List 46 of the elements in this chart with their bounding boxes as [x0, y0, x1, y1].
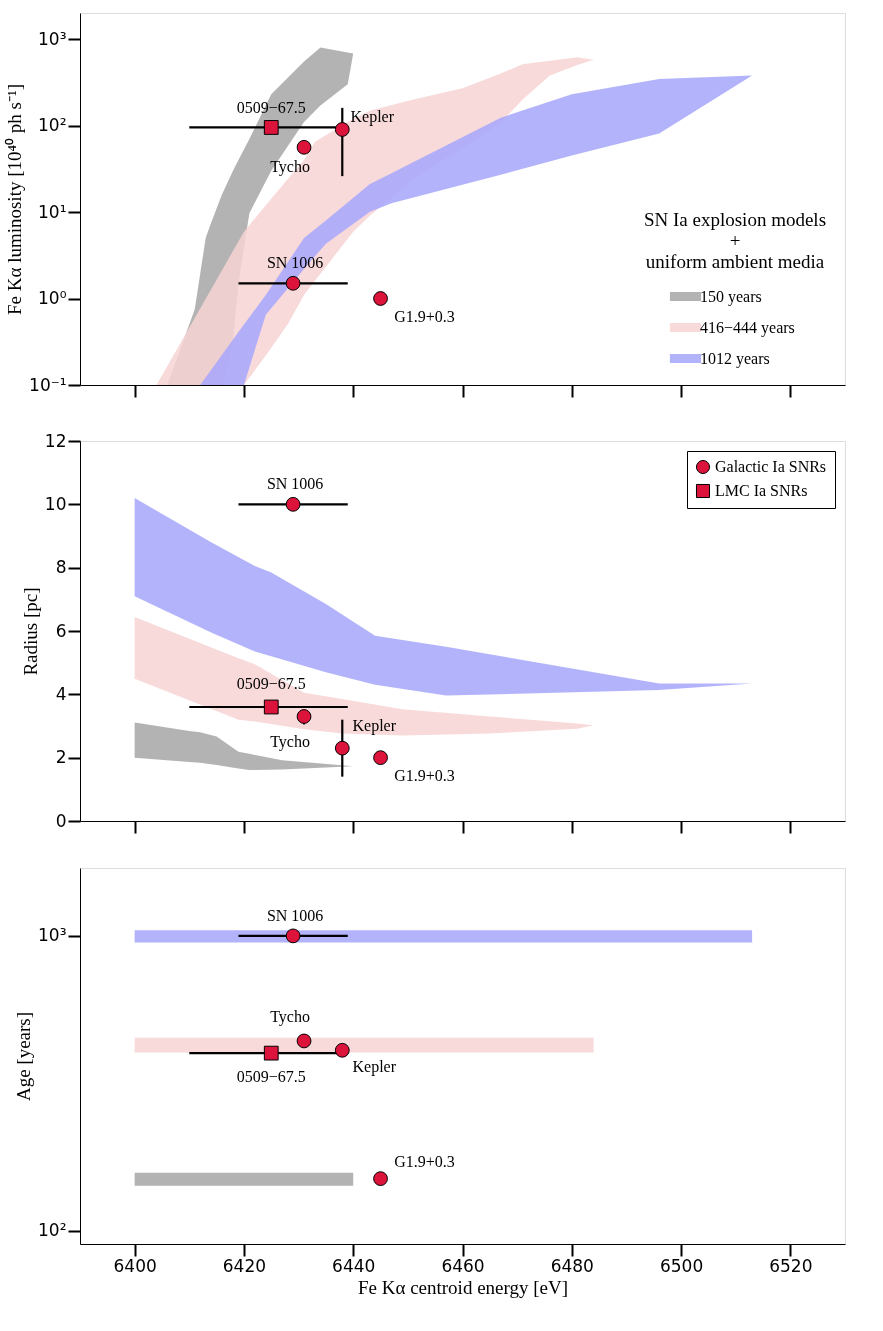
- annotation: G1.9+0.3: [394, 1152, 455, 1170]
- y-tick-label: 10³: [38, 28, 67, 49]
- y-tick-label: 10³: [38, 925, 67, 946]
- y-axis-title: Age [years]: [13, 1011, 35, 1102]
- x-axis-title: Fe Kα centroid energy [eV]: [357, 1276, 569, 1298]
- legend-label: 150 years: [700, 287, 762, 306]
- y-axis-title: Fe Kα luminosity [10⁴⁰ ph s⁻¹]: [4, 83, 26, 316]
- annotation: SN 1006: [266, 254, 324, 272]
- y-axis-title: Radius [pc]: [19, 587, 41, 676]
- x-tick-label: 6440: [332, 1255, 376, 1276]
- x-tick-label: 6400: [113, 1255, 157, 1276]
- y-tick-label: 10²: [38, 115, 67, 136]
- annotation: Tycho: [270, 158, 310, 177]
- annotation: G1.9+0.3: [394, 766, 455, 784]
- legend-label: Galactic Ia SNRs: [715, 458, 827, 475]
- y-tick-label: 10: [44, 493, 67, 514]
- x-tick-label: 6420: [222, 1255, 267, 1276]
- annotation: SN 1006: [266, 475, 324, 493]
- y-tick-label: 6: [55, 620, 67, 641]
- y-tick-label: 2: [55, 747, 67, 768]
- annotation: Kepler: [352, 717, 397, 736]
- x-tick-label: 6460: [441, 1255, 485, 1276]
- annotation: Tycho: [270, 732, 310, 751]
- annotation: Tycho: [270, 1007, 310, 1026]
- y-tick-label: 10⁻¹: [29, 374, 67, 395]
- annotation: 0509−67.5: [236, 1068, 306, 1086]
- y-tick-label: 0: [55, 810, 67, 831]
- x-tick-label: 6520: [769, 1255, 813, 1276]
- y-tick-label: 4: [55, 683, 67, 704]
- x-tick-label: 6480: [550, 1255, 594, 1276]
- annotation: 0509−67.5: [236, 99, 306, 117]
- y-tick-label: 8: [55, 557, 67, 578]
- y-tick-label: 10¹: [38, 201, 67, 222]
- x-tick-label: 6500: [659, 1255, 704, 1276]
- legend-label: LMC Ia SNRs: [715, 482, 808, 499]
- annotation: 0509−67.5: [236, 675, 306, 692]
- legend-label: 1012 years: [700, 349, 770, 368]
- annotation: Kepler: [350, 108, 395, 127]
- annotation: Kepler: [352, 1058, 397, 1077]
- legend-label: 416−444 years: [700, 318, 795, 337]
- y-tick-label: 10⁰: [38, 288, 67, 309]
- y-tick-label: 10²: [38, 1220, 67, 1241]
- legend-title: SN Ia explosion models + uniform ambient media: [643, 209, 827, 272]
- annotation: SN 1006: [266, 906, 324, 924]
- y-tick-label: 12: [44, 430, 67, 451]
- annotation: G1.9+0.3: [394, 307, 455, 325]
